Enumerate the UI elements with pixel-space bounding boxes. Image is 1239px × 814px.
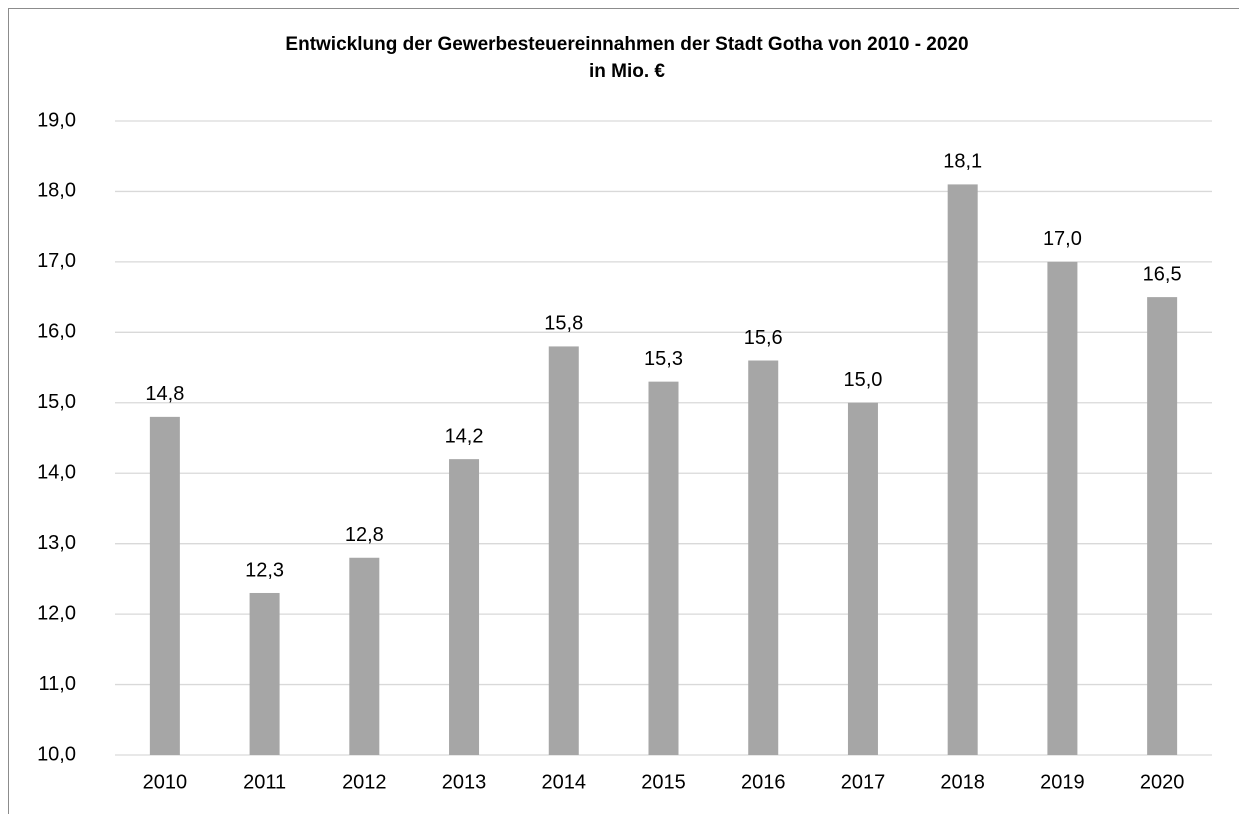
- bar: [349, 557, 380, 755]
- data-label: 12,3: [245, 559, 284, 581]
- y-tick-label: 11,0: [39, 673, 76, 695]
- x-tick-label: 2017: [841, 771, 886, 793]
- bar: [149, 416, 180, 755]
- data-label: 17,0: [1043, 228, 1082, 250]
- chart-title: Entwicklung der Gewerbesteuereinnahmen d…: [285, 34, 968, 55]
- y-tick-label: 16,0: [37, 321, 76, 343]
- data-label: 15,0: [843, 369, 882, 391]
- bar: [947, 184, 978, 755]
- y-tick-label: 15,0: [37, 391, 76, 413]
- bar: [249, 592, 280, 755]
- y-tick-label: 10,0: [37, 743, 76, 765]
- y-tick-label: 18,0: [37, 180, 76, 202]
- bar: [1147, 297, 1178, 755]
- data-label: 16,5: [1143, 263, 1182, 285]
- y-tick-label: 12,0: [37, 602, 76, 624]
- x-tick-label: 2015: [641, 771, 686, 793]
- bar: [648, 381, 679, 755]
- x-tick-label: 2013: [442, 771, 487, 793]
- x-tick-label: 2010: [143, 771, 188, 793]
- x-tick-label: 2018: [940, 771, 985, 793]
- data-label: 18,1: [943, 151, 982, 173]
- y-tick-label: 14,0: [37, 462, 76, 484]
- bar: [748, 360, 779, 755]
- data-label: 12,8: [345, 524, 384, 546]
- x-tick-label: 2012: [342, 771, 387, 793]
- x-tick-label: 2016: [741, 771, 786, 793]
- data-label: 14,2: [445, 425, 484, 447]
- y-tick-label: 17,0: [37, 250, 76, 272]
- bar: [847, 402, 878, 755]
- x-tick-label: 2019: [1040, 771, 1085, 793]
- y-tick-label: 13,0: [37, 532, 76, 554]
- y-tick-label: 19,0: [37, 109, 76, 131]
- data-label: 15,8: [544, 313, 583, 335]
- data-label: 14,8: [145, 383, 184, 405]
- chart-subtitle: in Mio. €: [589, 61, 665, 82]
- x-tick-label: 2011: [243, 771, 286, 793]
- x-tick-label: 2020: [1140, 771, 1185, 793]
- data-label: 15,3: [644, 348, 683, 370]
- bar: [449, 459, 480, 755]
- x-tick-label: 2014: [542, 771, 587, 793]
- data-label: 15,6: [744, 327, 783, 349]
- chart-frame: [8, 8, 1239, 814]
- bar: [1047, 261, 1078, 755]
- bar: [548, 346, 579, 755]
